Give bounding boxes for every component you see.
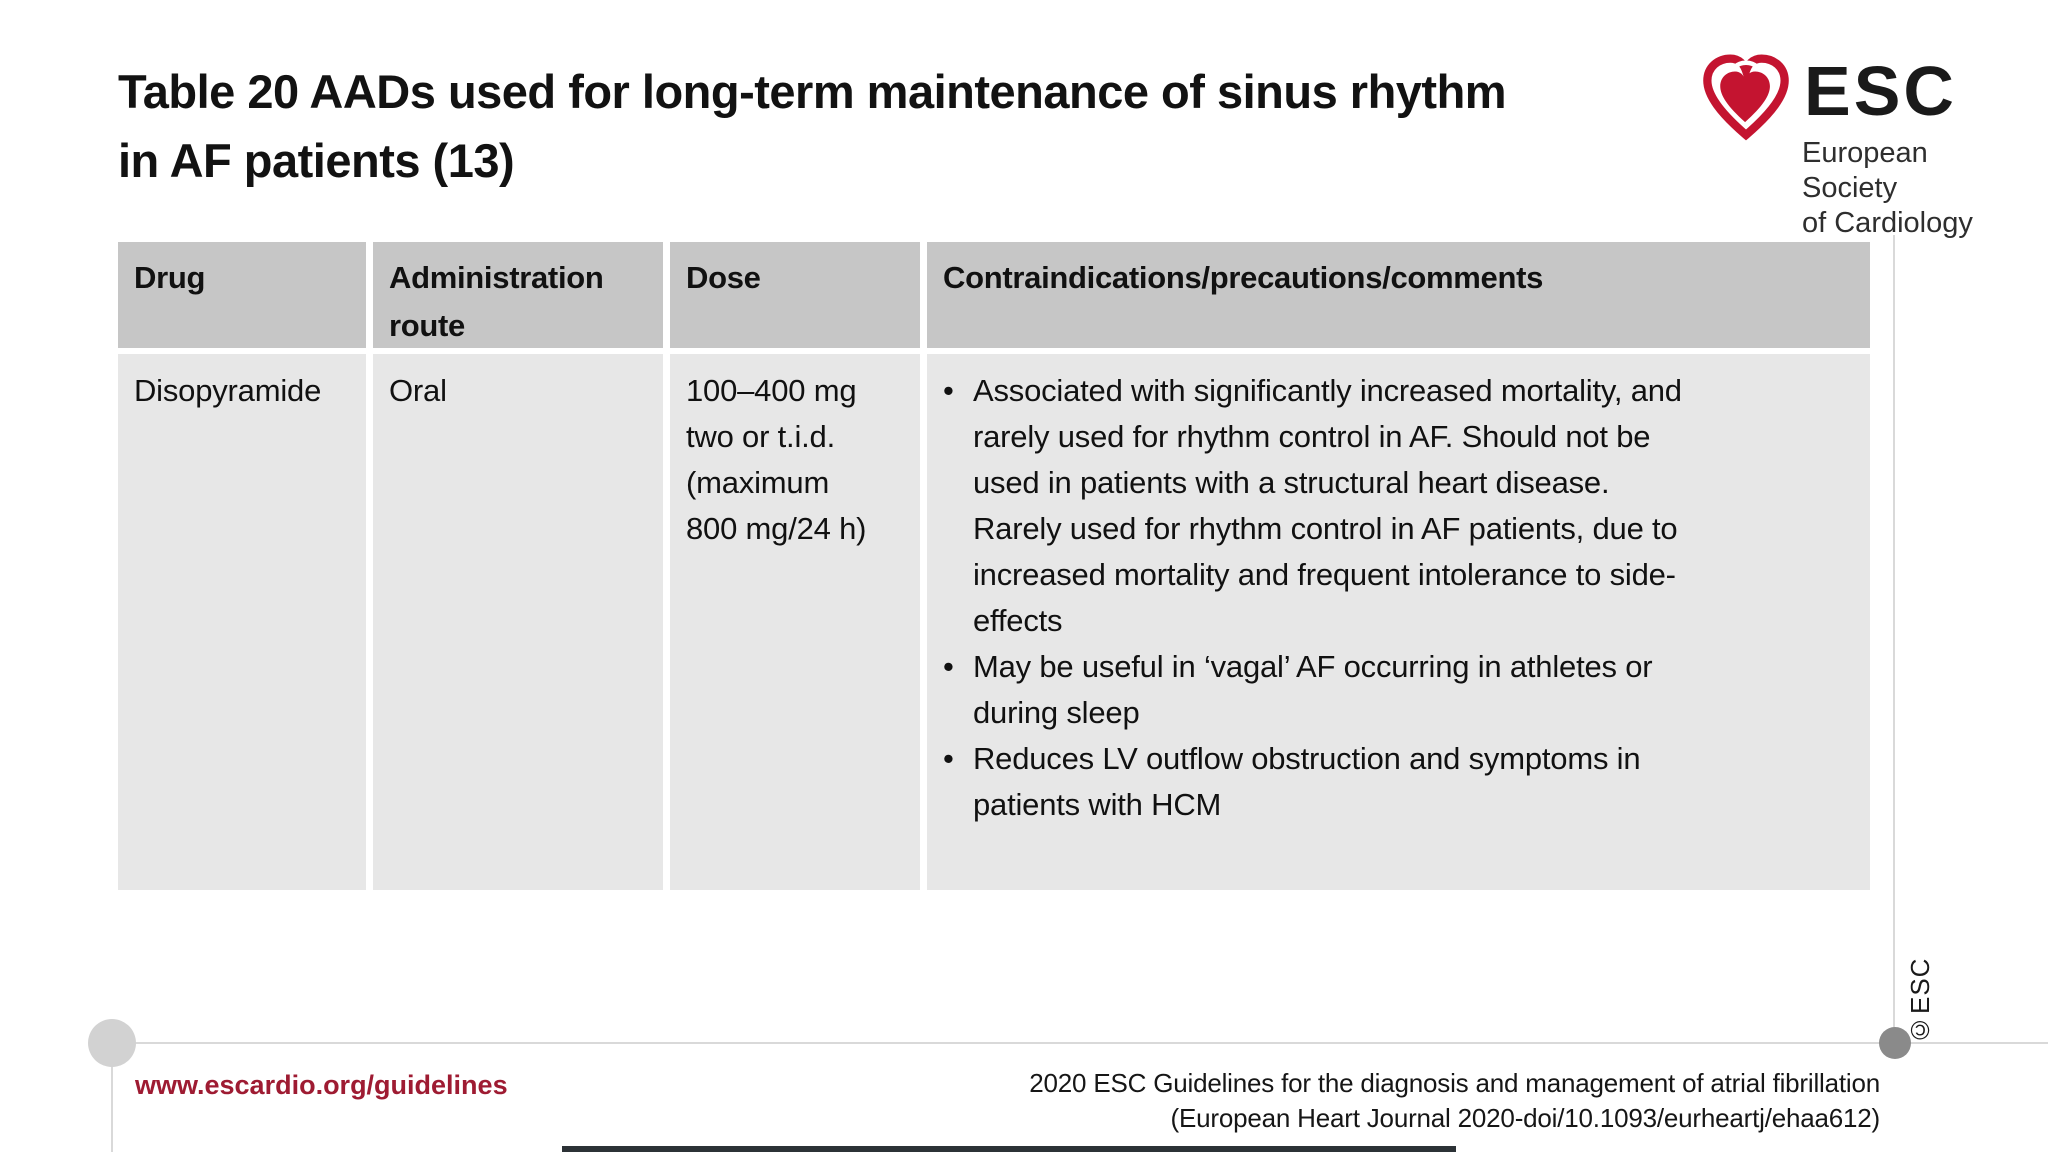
- copyright-esc: ©ESC: [1905, 957, 1935, 1045]
- timeline-circle-right: [1879, 1027, 1911, 1059]
- comment-item: • Associated with significantly increase…: [943, 368, 1860, 644]
- page-title-line1: Table 20 AADs used for long-term mainten…: [118, 65, 1507, 118]
- column-header-dose: Dose: [670, 242, 920, 348]
- esc-logo-acronym: ESC: [1804, 52, 1957, 130]
- comment-text: Reduces LV outflow obstruction and sympt…: [973, 741, 1641, 822]
- left-divider-line: [111, 1043, 113, 1152]
- cell-drug: Disopyramide: [118, 354, 366, 890]
- bullet-glyph: •: [943, 741, 954, 776]
- esc-logo-subtitle-line1: European Society: [1802, 137, 1928, 204]
- guidelines-link[interactable]: www.escardio.org/guidelines: [135, 1070, 508, 1100]
- timeline-circle-left: [88, 1019, 136, 1067]
- comment-item: • May be useful in ‘vagal’ AF occurring …: [943, 644, 1860, 736]
- comment-text: Associated with significantly increased …: [973, 373, 1682, 638]
- column-header-contraindications: Contraindications/precautions/comments: [927, 242, 1870, 348]
- aad-table: Drug Administration route Dose Contraind…: [118, 242, 1870, 890]
- right-divider-line: [1893, 235, 1895, 1043]
- comment-text: May be useful in ‘vagal’ AF occurring in…: [973, 649, 1653, 730]
- footer-citation-line1: 2020 ESC Guidelines for the diagnosis an…: [1029, 1068, 1880, 1098]
- comment-item: • Reduces LV outflow obstruction and sym…: [943, 736, 1860, 828]
- video-progress-bar: [562, 1146, 1456, 1152]
- page-title: Table 20 AADs used for long-term mainten…: [118, 57, 1678, 195]
- cell-dose: 100–400 mg two or t.i.d. (maximum 800 mg…: [670, 354, 920, 890]
- column-header-administration-route: Administration route: [373, 242, 663, 348]
- cell-comments: • Associated with significantly increase…: [927, 354, 1870, 890]
- cell-route: Oral: [373, 354, 663, 890]
- footer-citation: 2020 ESC Guidelines for the diagnosis an…: [780, 1066, 1880, 1136]
- esc-logo-subtitle: European Society of Cardiology: [1802, 136, 2028, 241]
- esc-heart-icon: [1703, 54, 1789, 141]
- bullet-glyph: •: [943, 373, 954, 408]
- bullet-glyph: •: [943, 649, 954, 684]
- page-title-line2: in AF patients (13): [118, 134, 515, 187]
- dose-text: 100–400 mg two or t.i.d. (maximum 800 mg…: [686, 373, 867, 546]
- column-header-drug: Drug: [118, 242, 366, 348]
- footer-divider-line: [112, 1042, 2048, 1044]
- footer-citation-line2: (European Heart Journal 2020-doi/10.1093…: [1170, 1103, 1881, 1133]
- esc-logo-subtitle-line2: of Cardiology: [1802, 207, 1973, 239]
